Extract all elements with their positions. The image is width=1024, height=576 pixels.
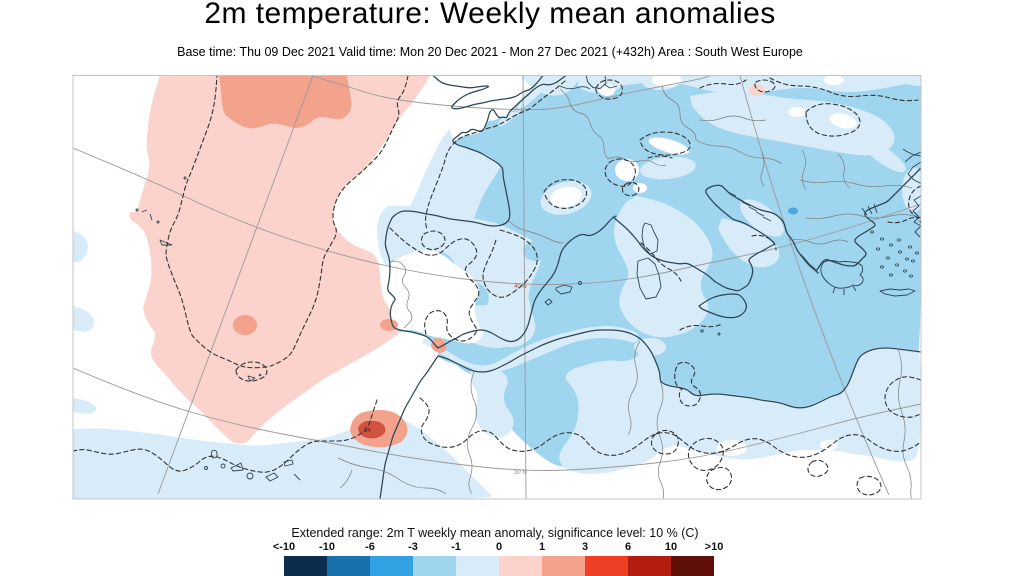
svg-text:<-10: <-10 xyxy=(273,541,295,553)
svg-text:0: 0 xyxy=(496,541,502,553)
svg-text:30 N: 30 N xyxy=(514,470,527,476)
svg-text:Extended range: 2m T weekly me: Extended range: 2m T weekly mean anomaly… xyxy=(291,526,698,540)
svg-text:10: 10 xyxy=(665,541,677,553)
svg-text:50 N: 50 N xyxy=(512,108,525,114)
svg-text:>10: >10 xyxy=(705,541,724,553)
svg-text:3: 3 xyxy=(582,541,588,553)
svg-text:6: 6 xyxy=(625,541,631,553)
svg-text:-10: -10 xyxy=(319,541,335,553)
svg-text:34: 34 xyxy=(364,428,371,434)
svg-text:1: 1 xyxy=(539,541,545,553)
svg-text:-3: -3 xyxy=(408,541,418,553)
svg-text:2m temperature: Weekly mean an: 2m temperature: Weekly mean anomalies xyxy=(204,0,775,30)
svg-text:Base time: Thu 09 Dec 2021 Val: Base time: Thu 09 Dec 2021 Valid time: M… xyxy=(177,45,803,59)
svg-text:-6: -6 xyxy=(365,541,375,553)
svg-text:-1: -1 xyxy=(451,541,461,553)
